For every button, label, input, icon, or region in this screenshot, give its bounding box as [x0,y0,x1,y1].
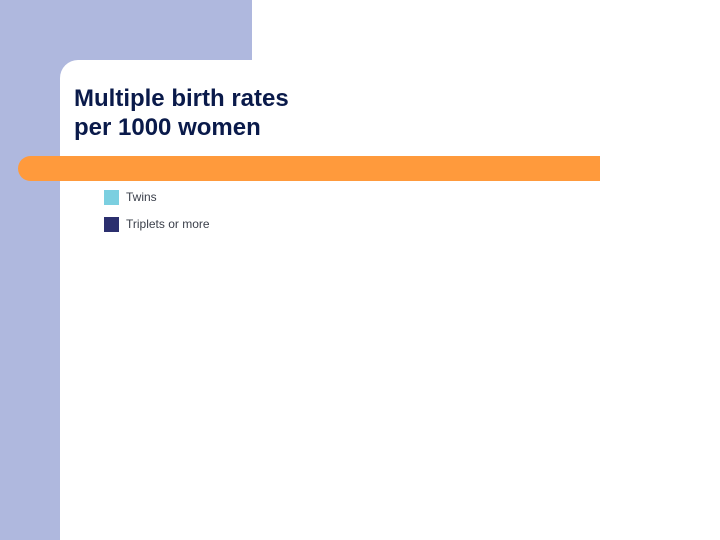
legend-item-twins: Twins [104,188,210,206]
slide-title: Multiple birth rates per 1000 women [74,84,289,142]
legend-swatch-twins [104,189,119,205]
legend-item-triplets: Triplets or more [104,215,210,233]
accent-bar [18,156,600,181]
chart-legend: Twins Triplets or more [104,188,210,242]
legend-swatch-triplets [104,216,119,232]
slide-title-line-1: Multiple birth rates [74,85,289,112]
legend-label-triplets: Triplets or more [126,217,210,231]
sidebar-band [0,0,60,540]
legend-label-twins: Twins [126,190,157,204]
slide-title-line-2: per 1000 women [74,114,261,141]
content-panel [60,60,720,540]
